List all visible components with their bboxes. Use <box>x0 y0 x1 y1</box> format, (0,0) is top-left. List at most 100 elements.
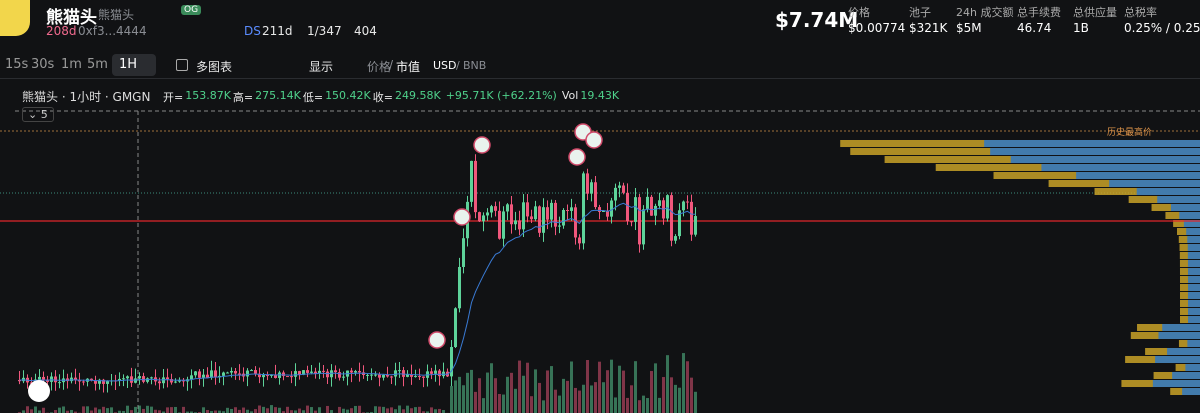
legend-ohlc: 开= 153.87K 高= 275.14K 低= 150.42K 收= 249.58K … <box>163 89 619 105</box>
stat-label: 总税率 <box>1124 6 1157 19</box>
candle-body <box>106 381 109 384</box>
stat-value: $321K <box>909 21 948 35</box>
volume-profile-buy <box>1187 340 1200 347</box>
volume-bar <box>398 405 401 413</box>
trade-marker <box>453 208 471 226</box>
volume-bar <box>506 376 509 413</box>
collapse-count: 5 <box>40 108 48 121</box>
market-cap: $7.74M <box>775 8 859 32</box>
candle-body <box>250 370 253 372</box>
candle-body <box>342 376 345 378</box>
interval-button[interactable]: 30s <box>31 57 55 72</box>
volume-profile-buy <box>984 140 1200 147</box>
candle-body <box>214 370 217 378</box>
volume-bar <box>274 407 277 413</box>
interval-button[interactable]: 1m <box>61 57 82 72</box>
volume-bar <box>202 407 205 413</box>
volume-bar <box>522 375 525 413</box>
volume-bar <box>254 409 257 413</box>
candle-body <box>562 209 565 226</box>
collapse-indicators[interactable]: ⌄ 5 <box>22 107 54 122</box>
candle-body <box>514 220 517 225</box>
candle-body <box>314 371 317 374</box>
token-address[interactable]: 0xf3...4444 <box>78 24 147 38</box>
volume-bar <box>514 388 517 413</box>
volume-profile-buy <box>1187 236 1200 243</box>
checkbox[interactable] <box>176 59 188 71</box>
close-label: 收= <box>372 91 393 104</box>
volume-bar <box>262 406 265 413</box>
volume-bar <box>582 384 585 413</box>
display-menu[interactable]: 显示 <box>309 60 334 74</box>
volume-bar <box>442 410 445 413</box>
volume-bar <box>186 411 189 413</box>
volume-bar <box>490 363 493 413</box>
ds-age: 211d <box>262 24 293 38</box>
candle-body <box>478 212 481 222</box>
candle-body <box>102 379 105 384</box>
volume-bar <box>434 409 437 413</box>
og-badge: OG <box>181 5 202 15</box>
candle-body <box>622 185 625 193</box>
candle-body <box>582 173 585 244</box>
candle-body <box>282 372 285 377</box>
candle-body <box>18 380 21 382</box>
candle-body <box>50 376 53 382</box>
volume-bar <box>118 410 121 413</box>
volume-profile-buy <box>1188 300 1200 307</box>
candle-body <box>294 371 297 377</box>
usd-toggle[interactable]: USD <box>433 59 457 72</box>
price-chart <box>0 110 1200 413</box>
volume-bar <box>518 360 521 413</box>
volume-bar <box>510 372 513 413</box>
volume-profile-buy <box>1158 332 1200 339</box>
candle-body <box>554 202 557 227</box>
volume-bar <box>394 409 397 413</box>
candle-body <box>94 380 97 384</box>
candle-body <box>402 370 405 377</box>
candle-body <box>262 375 265 378</box>
volume-bar <box>174 406 177 413</box>
bnb-toggle[interactable]: BNB <box>463 59 487 72</box>
volume-profile-buy <box>1187 292 1200 299</box>
volume-bar <box>546 370 549 413</box>
interval-button[interactable]: 5m <box>87 57 108 72</box>
market-cap-toggle[interactable]: 市值 <box>396 60 421 74</box>
candle-body <box>490 206 493 213</box>
volume-profile-buy <box>1179 212 1200 219</box>
volume-bar <box>342 408 345 413</box>
interval-button[interactable]: 1H <box>119 57 138 72</box>
volume-bar <box>658 397 661 413</box>
divider <box>0 78 1200 79</box>
candle-body <box>658 200 661 206</box>
volume-bar <box>230 408 233 413</box>
price-toggle[interactable]: 价格 <box>367 60 392 74</box>
volume-bar <box>30 409 33 413</box>
candle-body <box>610 200 613 217</box>
candle-body <box>158 381 161 384</box>
candle-body <box>226 372 229 374</box>
volume-bar <box>474 391 477 413</box>
candle-body <box>150 377 153 379</box>
volume-bar <box>142 408 145 413</box>
volume-bar <box>450 386 453 413</box>
volume-bar <box>642 395 645 413</box>
candle-body <box>370 374 373 376</box>
stat-value: $0.00774 <box>848 21 906 35</box>
volume-bar <box>158 410 161 413</box>
open-value: 153.87K <box>185 89 231 102</box>
candle-body <box>174 381 177 383</box>
volume-profile-buy <box>1109 180 1200 187</box>
volume-bar <box>426 411 429 413</box>
candle-body <box>486 212 489 216</box>
candle-body <box>586 173 589 194</box>
volume-bar <box>90 410 93 413</box>
volume-bar <box>170 407 173 413</box>
volume-bar <box>190 411 193 413</box>
multi-chart[interactable]: 多图表 <box>196 60 233 74</box>
candle-body <box>506 204 509 212</box>
candle-body <box>338 372 341 378</box>
candle-body <box>98 379 101 384</box>
interval-button[interactable]: 15s <box>5 57 29 72</box>
volume-bar <box>566 380 569 413</box>
